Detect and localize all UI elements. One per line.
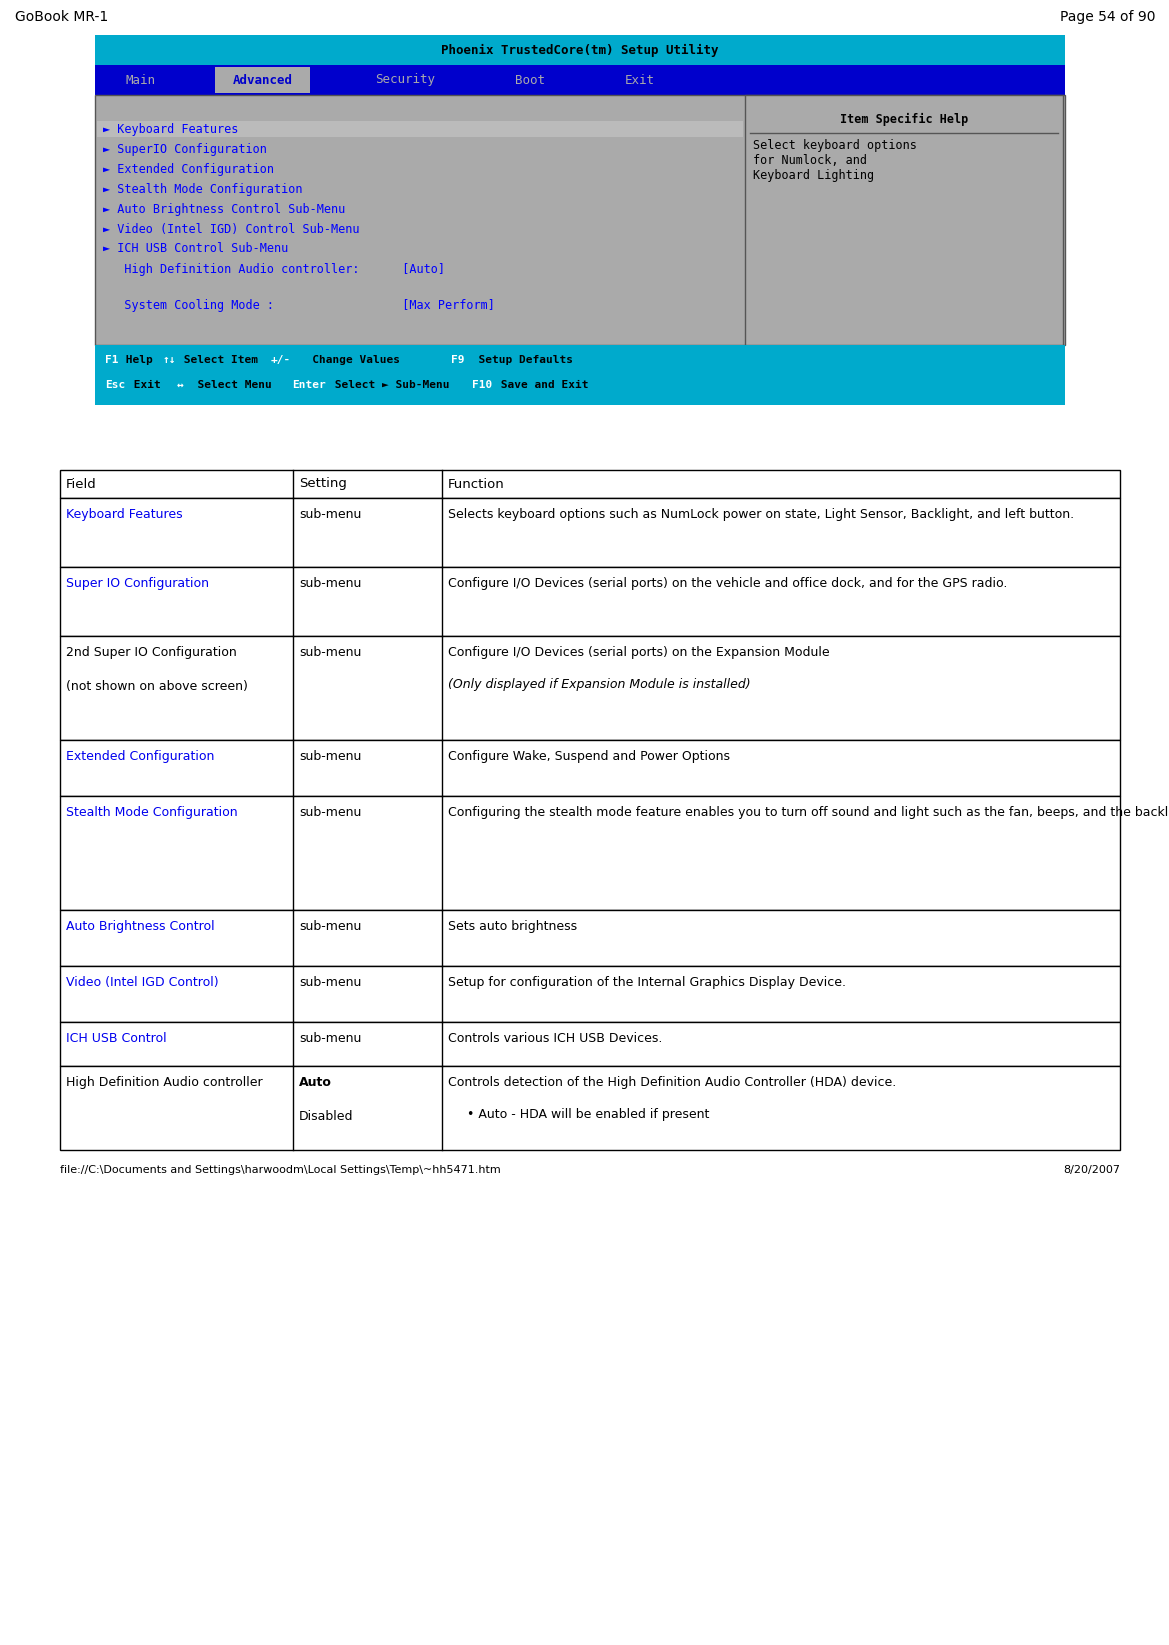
Text: F9: F9 [450,355,464,365]
Text: ► SuperIO Configuration: ► SuperIO Configuration [103,143,267,156]
Text: Exit: Exit [126,380,174,390]
Text: Auto: Auto [299,1076,332,1089]
Text: (Only displayed if Expansion Module is installed): (Only displayed if Expansion Module is i… [448,678,750,691]
Text: Video (Intel IGD Control): Video (Intel IGD Control) [65,975,219,989]
Text: Esc: Esc [105,380,125,390]
Text: ► Auto Brightness Control Sub-Menu: ► Auto Brightness Control Sub-Menu [103,202,345,215]
Text: file://C:\Documents and Settings\harwoodm\Local Settings\Temp\~hh5471.htm: file://C:\Documents and Settings\harwood… [60,1165,500,1175]
Text: Page 54 of 90: Page 54 of 90 [1059,10,1155,25]
Text: Super IO Configuration: Super IO Configuration [65,577,209,591]
Text: Help: Help [119,355,160,365]
Text: F1: F1 [105,355,118,365]
Text: Change Values: Change Values [292,355,441,365]
Text: ► Keyboard Features: ► Keyboard Features [103,122,238,135]
Text: sub-menu: sub-menu [299,646,361,660]
Text: sub-menu: sub-menu [299,975,361,989]
Text: Function: Function [448,477,504,490]
Bar [60,966,1120,1022]
Text: Configuring the stealth mode feature enables you to turn off sound and light suc: Configuring the stealth mode feature ena… [448,806,1169,819]
Text: ↔: ↔ [177,380,184,390]
Text: sub-menu: sub-menu [299,1031,361,1045]
Text: Save and Exit: Save and Exit [493,380,588,390]
Text: Disabled: Disabled [299,1110,354,1124]
Text: ► ICH USB Control Sub-Menu: ► ICH USB Control Sub-Menu [103,242,289,255]
Bar [745,95,1063,345]
Bar [60,568,1120,637]
Text: Select ► Sub-Menu: Select ► Sub-Menu [328,380,463,390]
Bar [60,1022,1120,1066]
Bar [95,35,1065,66]
Bar [60,637,1120,740]
Text: Select keyboard options
for Numlock, and
Keyboard Lighting: Select keyboard options for Numlock, and… [753,138,916,183]
Text: Advanced: Advanced [233,74,292,87]
Text: Select Menu: Select Menu [185,380,285,390]
Text: ► Stealth Mode Configuration: ► Stealth Mode Configuration [103,183,303,196]
Bar [60,910,1120,966]
Text: Field: Field [65,477,97,490]
Bar [215,67,310,94]
Text: Auto Brightness Control: Auto Brightness Control [65,920,215,933]
Text: Configure I/O Devices (serial ports) on the vehicle and office dock, and for the: Configure I/O Devices (serial ports) on … [448,577,1007,591]
Text: Enter: Enter [292,380,326,390]
Text: GoBook MR-1: GoBook MR-1 [15,10,109,25]
Text: • Auto - HDA will be enabled if present: • Auto - HDA will be enabled if present [466,1109,708,1120]
Text: Sets auto brightness: Sets auto brightness [448,920,576,933]
Bar [60,1066,1120,1150]
Bar [95,66,1065,95]
Bar [97,122,743,137]
Text: Select Item: Select Item [177,355,264,365]
Bar [95,345,1065,405]
Bar [60,796,1120,910]
Text: 2nd Super IO Configuration: 2nd Super IO Configuration [65,646,237,660]
Text: Security: Security [375,74,435,87]
Text: F10: F10 [472,380,492,390]
Text: Keyboard Features: Keyboard Features [65,508,182,521]
Text: Selects keyboard options such as NumLock power on state, Light Sensor, Backlight: Selects keyboard options such as NumLock… [448,508,1073,521]
Text: ► Extended Configuration: ► Extended Configuration [103,163,274,176]
Text: System Cooling Mode :                  [Max Perform]: System Cooling Mode : [Max Perform] [103,298,494,311]
Text: Controls detection of the High Definition Audio Controller (HDA) device.: Controls detection of the High Definitio… [448,1076,895,1089]
Bar [60,498,1120,568]
Text: 8/20/2007: 8/20/2007 [1063,1165,1120,1175]
Text: ICH USB Control: ICH USB Control [65,1031,167,1045]
Text: +/-: +/- [270,355,291,365]
Text: High Definition Audio controller:      [Auto]: High Definition Audio controller: [Auto] [103,263,445,275]
Text: ↑↓: ↑↓ [162,355,177,365]
Text: sub-menu: sub-menu [299,750,361,763]
Text: Configure Wake, Suspend and Power Options: Configure Wake, Suspend and Power Option… [448,750,729,763]
Bar [60,740,1120,796]
Text: sub-menu: sub-menu [299,920,361,933]
Text: Exit: Exit [625,74,655,87]
Bar [95,95,1065,345]
Text: ► Video (Intel IGD) Control Sub-Menu: ► Video (Intel IGD) Control Sub-Menu [103,222,360,235]
Text: High Definition Audio controller: High Definition Audio controller [65,1076,263,1089]
Text: Controls various ICH USB Devices.: Controls various ICH USB Devices. [448,1031,662,1045]
Bar [60,470,1120,498]
Text: sub-menu: sub-menu [299,508,361,521]
Text: sub-menu: sub-menu [299,806,361,819]
Text: Boot: Boot [516,74,545,87]
Text: Setup Defaults: Setup Defaults [465,355,573,365]
Text: sub-menu: sub-menu [299,577,361,591]
Text: Phoenix TrustedCore(tm) Setup Utility: Phoenix TrustedCore(tm) Setup Utility [441,43,719,56]
Text: Extended Configuration: Extended Configuration [65,750,214,763]
Text: Stealth Mode Configuration: Stealth Mode Configuration [65,806,237,819]
Text: Main: Main [125,74,155,87]
Text: Configure I/O Devices (serial ports) on the Expansion Module: Configure I/O Devices (serial ports) on … [448,646,829,660]
Text: Setup for configuration of the Internal Graphics Display Device.: Setup for configuration of the Internal … [448,975,845,989]
Text: (not shown on above screen): (not shown on above screen) [65,679,248,693]
Text: Item Specific Help: Item Specific Help [839,114,968,127]
Text: Setting: Setting [299,477,347,490]
